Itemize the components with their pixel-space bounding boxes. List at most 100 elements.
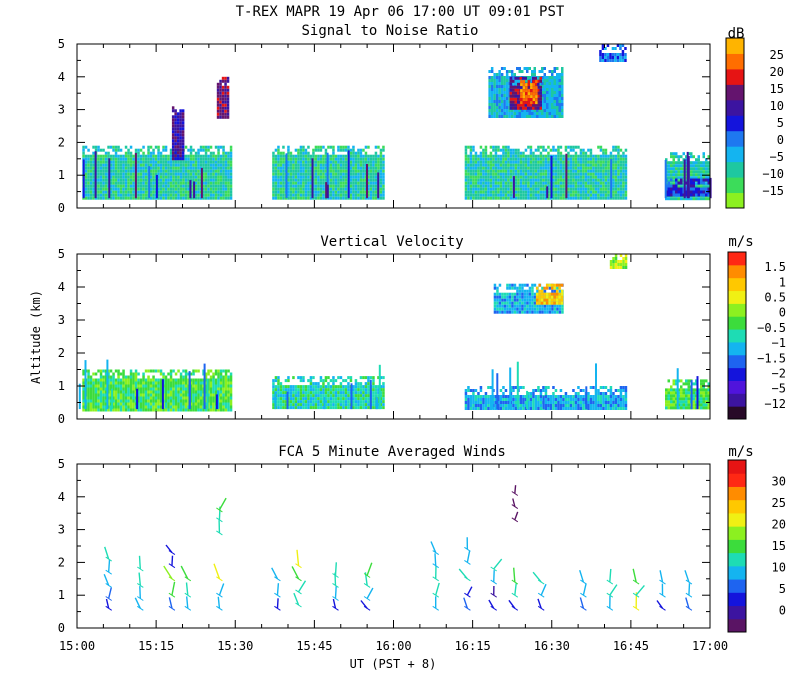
heatmap-cell	[514, 106, 517, 110]
heatmap-cell	[539, 88, 542, 92]
heatmap-cell	[547, 193, 550, 197]
heatmap-cell	[369, 196, 373, 200]
heatmap-cell	[561, 79, 564, 82]
heatmap-cell	[139, 190, 143, 194]
heatmap-cell	[89, 190, 93, 194]
heatmap-cell	[199, 384, 203, 388]
heatmap-cell	[194, 166, 198, 170]
heatmap-cell	[487, 196, 490, 200]
heatmap-cell	[317, 160, 320, 164]
heatmap-cell	[139, 193, 143, 197]
heatmap-cell	[104, 399, 108, 403]
heatmap-cell	[322, 169, 325, 173]
heatmap-cell	[226, 109, 230, 113]
heatmap-cell	[554, 196, 558, 200]
heatmap-cell	[172, 175, 175, 179]
heatmap-cell	[567, 145, 570, 149]
heatmap-cell	[584, 175, 588, 179]
heatmap-cell	[672, 155, 675, 159]
heatmap-cell	[97, 166, 100, 170]
heatmap-cell	[619, 178, 623, 182]
heatmap-cell	[379, 148, 383, 152]
heatmap-cell	[534, 166, 538, 170]
heatmap-cell	[132, 187, 135, 191]
heatmap-cell	[533, 73, 536, 76]
heatmap-cell	[167, 169, 170, 173]
heatmap-cell	[379, 193, 383, 197]
heatmap-cell	[317, 157, 320, 161]
heatmap-cell	[489, 187, 493, 191]
heatmap-cell	[505, 88, 509, 91]
heatmap-cell	[174, 187, 178, 191]
heatmap-cell	[294, 391, 298, 395]
heatmap-cell	[222, 151, 225, 155]
heatmap-cell	[104, 393, 108, 397]
heatmap-cell	[304, 403, 308, 407]
heatmap-cell	[219, 112, 222, 116]
heatmap-cell	[574, 154, 578, 158]
heatmap-cell	[685, 193, 688, 197]
heatmap-cell	[503, 112, 506, 115]
heatmap-cell	[557, 178, 560, 182]
heatmap-cell	[359, 178, 363, 182]
heatmap-cell	[184, 184, 188, 188]
heatmap-cell	[552, 178, 555, 182]
heatmap-cell	[117, 181, 120, 185]
heatmap-cell	[364, 178, 368, 182]
heatmap-cell	[322, 178, 325, 182]
heatmap-cell	[154, 396, 158, 400]
heatmap-cell	[209, 166, 213, 170]
heatmap-cell	[99, 393, 103, 397]
heatmap-cell	[572, 148, 575, 152]
heatmap-cell	[479, 172, 483, 176]
heatmap-cell	[217, 145, 220, 149]
heatmap-cell	[142, 378, 145, 382]
heatmap-cell	[502, 190, 505, 194]
heatmap-cell	[219, 381, 223, 385]
heatmap-cell	[109, 193, 113, 197]
heatmap-cell	[109, 157, 113, 161]
heatmap-cell	[707, 185, 710, 189]
heatmap-cell	[169, 190, 173, 194]
heatmap-cell	[112, 381, 115, 385]
heatmap-cell	[284, 400, 288, 404]
heatmap-cell	[556, 67, 559, 70]
heatmap-cell	[494, 145, 498, 149]
heatmap-cell	[171, 127, 175, 131]
heatmap-cell	[212, 184, 215, 188]
heatmap-cell	[97, 169, 100, 173]
heatmap-cell	[619, 157, 623, 161]
heatmap-cell	[619, 166, 623, 170]
heatmap-cell	[164, 172, 168, 176]
heatmap-cell	[472, 145, 475, 149]
heatmap-cell	[493, 88, 496, 91]
heatmap-cell	[312, 151, 315, 155]
heatmap-cell	[92, 372, 95, 376]
heatmap-cell	[172, 166, 175, 170]
heatmap-cell	[289, 151, 293, 155]
heatmap-cell	[670, 182, 673, 186]
heatmap-cell	[562, 178, 565, 182]
heatmap-cell	[199, 393, 203, 397]
heatmap-cell	[524, 193, 528, 197]
heatmap-cell	[122, 390, 125, 394]
heatmap-cell	[695, 161, 698, 165]
heatmap-cell	[525, 98, 528, 102]
heatmap-cell	[132, 372, 135, 376]
heatmap-cell	[532, 86, 536, 90]
heatmap-cell	[174, 378, 178, 382]
heatmap-cell	[176, 121, 180, 125]
heatmap-cell	[521, 109, 524, 112]
heatmap-cell	[169, 175, 173, 179]
heatmap-cell	[124, 178, 128, 182]
heatmap-cell	[97, 160, 100, 164]
heatmap-cell	[522, 166, 525, 170]
heatmap-cell	[282, 154, 285, 158]
heatmap-cell	[279, 187, 283, 191]
heatmap-cell	[377, 160, 380, 164]
heatmap-cell	[529, 172, 533, 176]
heatmap-cell	[352, 184, 355, 188]
heatmap-cell	[382, 193, 385, 197]
heatmap-cell	[507, 166, 510, 170]
heatmap-cell	[519, 85, 522, 89]
